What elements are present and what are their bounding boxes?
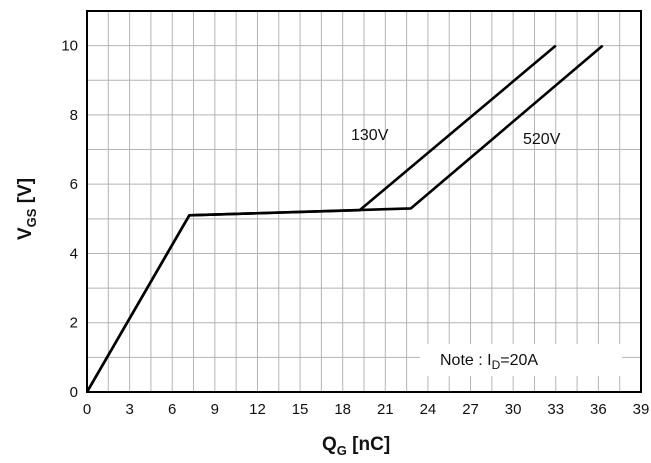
y-tick-label: 6	[70, 176, 78, 193]
note-text: Note : ID=20A	[440, 352, 538, 372]
y-axis-label: VGS [V]	[15, 178, 39, 240]
x-tick-label: 15	[292, 401, 309, 418]
grid	[86, 10, 642, 393]
y-tick-label: 10	[61, 38, 78, 55]
series-layer	[85, 44, 604, 393]
x-tick-label: 12	[249, 401, 266, 418]
x-axis-label: QG [nC]	[322, 434, 390, 458]
note-subscript: D	[492, 358, 501, 372]
note-box: Note : ID=20A	[420, 344, 622, 376]
series-label-130v: 130V	[351, 127, 389, 144]
series-line-520v	[85, 44, 604, 393]
x-tick-label: 6	[168, 401, 176, 418]
y-axis-label-main: V	[15, 227, 36, 240]
x-tick-label: 39	[633, 401, 650, 418]
x-axis-label-sub: G	[337, 443, 347, 458]
y-tick-label: 0	[70, 384, 78, 401]
x-tick-label: 3	[125, 401, 133, 418]
y-axis-label-sub: GS	[24, 208, 39, 227]
x-tick-label: 18	[334, 401, 351, 418]
x-tick-label: 9	[211, 401, 219, 418]
x-tick-label: 33	[547, 401, 564, 418]
x-axis-label-unit: [nC]	[347, 434, 390, 455]
x-tick-label: 24	[420, 401, 437, 418]
y-tick-label: 8	[70, 107, 78, 124]
series-label-520v: 520V	[523, 131, 561, 148]
plot-frame	[86, 10, 642, 393]
y-axis-label-unit: [V]	[15, 178, 36, 209]
y-tick-label: 2	[70, 315, 78, 332]
x-tick-label: 36	[590, 401, 607, 418]
x-axis-label-main: Q	[322, 434, 337, 455]
x-tick-label: 27	[462, 401, 479, 418]
note-prefix: Note : I	[440, 352, 492, 369]
x-tick-label: 30	[505, 401, 522, 418]
x-tick-label: 0	[83, 401, 91, 418]
note-suffix: =20A	[500, 352, 538, 369]
y-tick-label: 4	[70, 245, 78, 262]
x-tick-label: 21	[377, 401, 394, 418]
